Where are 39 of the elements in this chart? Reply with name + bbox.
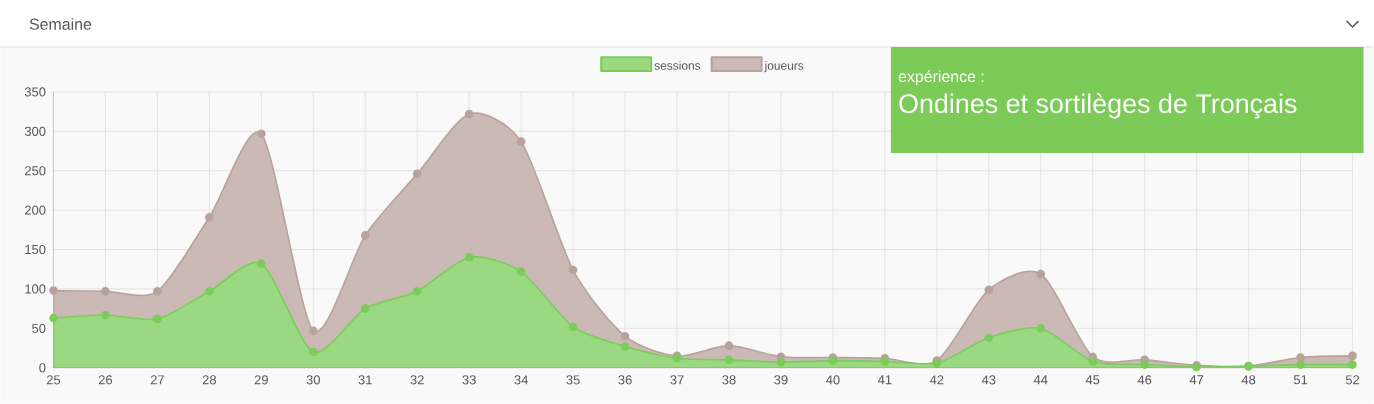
x-tick-label: 26: [98, 375, 113, 385]
y-tick-label: 150: [25, 245, 46, 255]
text: expérience :: [898, 70, 984, 86]
chart-title: Semaine: [29, 18, 92, 30]
x-tick-label: 32: [410, 375, 424, 385]
y-tick-label: 250: [25, 166, 46, 176]
x-tick-label: 47: [1189, 375, 1204, 385]
x-tick-label: 42: [929, 375, 944, 385]
x-tick-label: 51: [1293, 375, 1308, 385]
x-tick-label: 52: [1345, 375, 1360, 385]
x-tick-label: 38: [722, 375, 736, 385]
x-tick-label: 44: [1033, 375, 1048, 385]
x-tick-label: 33: [462, 375, 476, 385]
x-tick-label: 39: [774, 375, 788, 385]
x-tick-label: 35: [566, 375, 580, 385]
x-tick-label: 41: [877, 375, 892, 385]
x-tick-label: 29: [254, 375, 268, 385]
x-tick-label: 31: [358, 375, 372, 385]
x-tick-label: 45: [1085, 375, 1100, 385]
y-tick-label: 200: [25, 205, 46, 215]
y-tick-label: 350: [24, 87, 46, 97]
x-tick-label: 40: [826, 375, 840, 385]
legend-label: joueurs: [764, 61, 804, 73]
x-tick-label: 34: [514, 375, 528, 385]
x-tick-label: 37: [670, 375, 684, 385]
x-tick-label: 46: [1137, 375, 1152, 385]
x-tick-label: 27: [150, 375, 164, 385]
x-tick-label: 48: [1241, 375, 1256, 385]
x-tick-label: 43: [981, 375, 996, 385]
y-tick-label: 100: [25, 284, 46, 294]
x-tick-label: 28: [202, 375, 216, 385]
x-tick-label: 30: [306, 375, 320, 385]
y-tick-label: 300: [24, 126, 46, 137]
x-tick-label: 36: [618, 375, 632, 385]
y-tick-label: 50: [32, 323, 46, 334]
x-tick-label: 25: [46, 375, 61, 385]
y-tick-label: 0: [39, 363, 46, 373]
annotation: Ondines et sortilèges de Tronçais: [899, 93, 1297, 119]
legend-label: sessions: [654, 61, 701, 70]
